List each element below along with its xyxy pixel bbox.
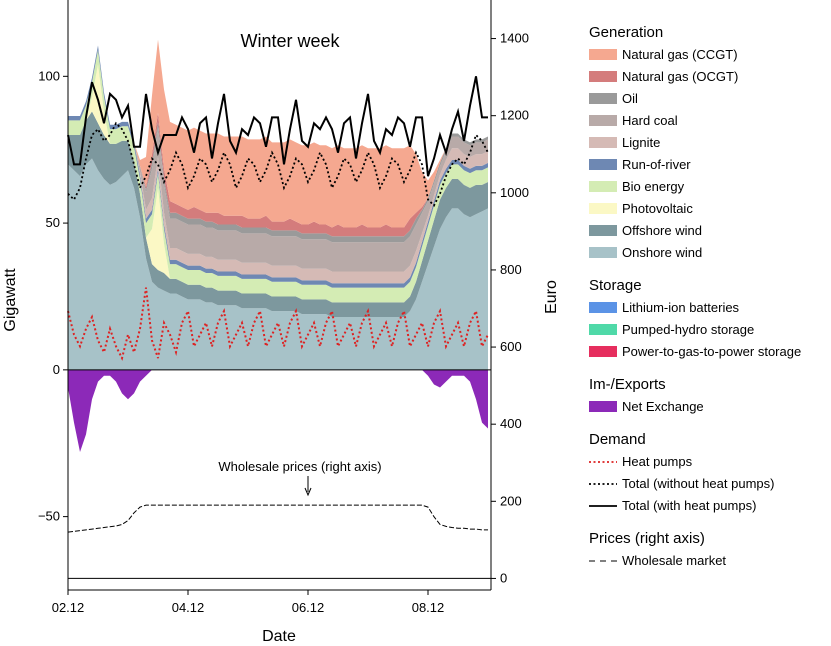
- legend-item-label: Pumped-hydro storage: [622, 322, 754, 337]
- demand-and-price-lines: [67, 76, 489, 533]
- y-tick-label-right: 800: [500, 262, 522, 277]
- y-axis-title-left: Gigawatt: [2, 268, 19, 332]
- y-tick-label-right: 1400: [500, 31, 529, 46]
- line-demand-without-heat-pumps: [67, 121, 489, 207]
- line-wholesale-price: [67, 504, 488, 533]
- legend-item-label: Natural gas (OCGT): [622, 69, 738, 84]
- stacked-areas: [68, 39, 488, 453]
- legend-swatch-phs: [589, 324, 617, 335]
- legend-swatch-oil: [589, 93, 617, 104]
- line-demand-with-heat-pumps: [67, 76, 488, 177]
- line-heat-pumps: [67, 287, 489, 361]
- x-axis-title: Date: [262, 628, 296, 645]
- legend-swatch-ror: [589, 159, 617, 170]
- legend-swatch-offshore: [589, 225, 617, 236]
- legend-item-label: Hard coal: [622, 113, 678, 128]
- legend-swatch-lignite: [589, 137, 617, 148]
- legend: Generation Natural gas (CCGT) Natural gas …: [589, 24, 801, 568]
- legend-swatch-battery: [589, 302, 617, 313]
- legend-item-label: Power-to-gas-to-power storage: [622, 344, 801, 359]
- legend-swatch-hardcoal: [589, 115, 617, 126]
- legend-swatch-ocgt: [589, 71, 617, 82]
- legend-item-label: Lignite: [622, 135, 660, 150]
- legend-item-label: Run-of-river: [622, 157, 691, 172]
- area-ccgt: [68, 39, 488, 228]
- x-tick-label: 02.12: [52, 600, 85, 615]
- legend-section-title: Generation: [589, 24, 663, 41]
- legend-swatch-exchange: [589, 401, 617, 412]
- legend-swatch-bio: [589, 181, 617, 192]
- y-tick-label-left: 50: [46, 215, 60, 230]
- legend-item-label: Lithium-ion batteries: [622, 300, 740, 315]
- price-annotation: Wholesale prices (right axis): [218, 459, 381, 474]
- legend-section-title: Demand: [589, 431, 646, 448]
- y-tick-label-left: 0: [53, 362, 60, 377]
- area-exchange: [68, 369, 488, 453]
- legend-item-label: Natural gas (CCGT): [622, 47, 738, 62]
- legend-item-label: Photovoltaic: [622, 201, 693, 216]
- legend-item-label: Net Exchange: [622, 399, 704, 414]
- legend-item-label: Offshore wind: [622, 223, 702, 238]
- y-tick-label-right: 600: [500, 339, 522, 354]
- y-tick-label-right: 400: [500, 416, 522, 431]
- chart-title: Winter week: [240, 31, 340, 51]
- legend-item-label: Heat pumps: [622, 454, 693, 469]
- x-tick-label: 04.12: [172, 600, 205, 615]
- y-tick-label-left: 100: [38, 68, 60, 83]
- legend-section-title: Im-/Exports: [589, 376, 666, 393]
- legend-item-label: Bio energy: [622, 179, 685, 194]
- y-tick-label-left: −50: [38, 509, 60, 524]
- legend-item-label: Total (with heat pumps): [622, 498, 756, 513]
- legend-swatch-p2g: [589, 346, 617, 357]
- legend-item-label: Wholesale market: [622, 553, 726, 568]
- legend-item-label: Oil: [622, 91, 638, 106]
- y-tick-label-right: 200: [500, 493, 522, 508]
- y-tick-label-right: 1200: [500, 108, 529, 123]
- annotation-arrow-head: [304, 487, 312, 497]
- y-tick-label-right: 0: [500, 570, 507, 585]
- legend-swatch-onshore: [589, 247, 617, 258]
- y-axis-title-right: Euro: [543, 280, 560, 314]
- legend-item-label: Total (without heat pumps): [622, 476, 774, 491]
- legend-swatch-pv: [589, 203, 617, 214]
- x-tick-label: 08.12: [412, 600, 445, 615]
- legend-section-title: Prices (right axis): [589, 530, 705, 547]
- legend-item-label: Onshore wind: [622, 245, 702, 260]
- legend-swatch-ccgt: [589, 49, 617, 60]
- x-tick-label: 06.12: [292, 600, 325, 615]
- legend-section-title: Storage: [589, 277, 642, 294]
- y-tick-label-right: 1000: [500, 185, 529, 200]
